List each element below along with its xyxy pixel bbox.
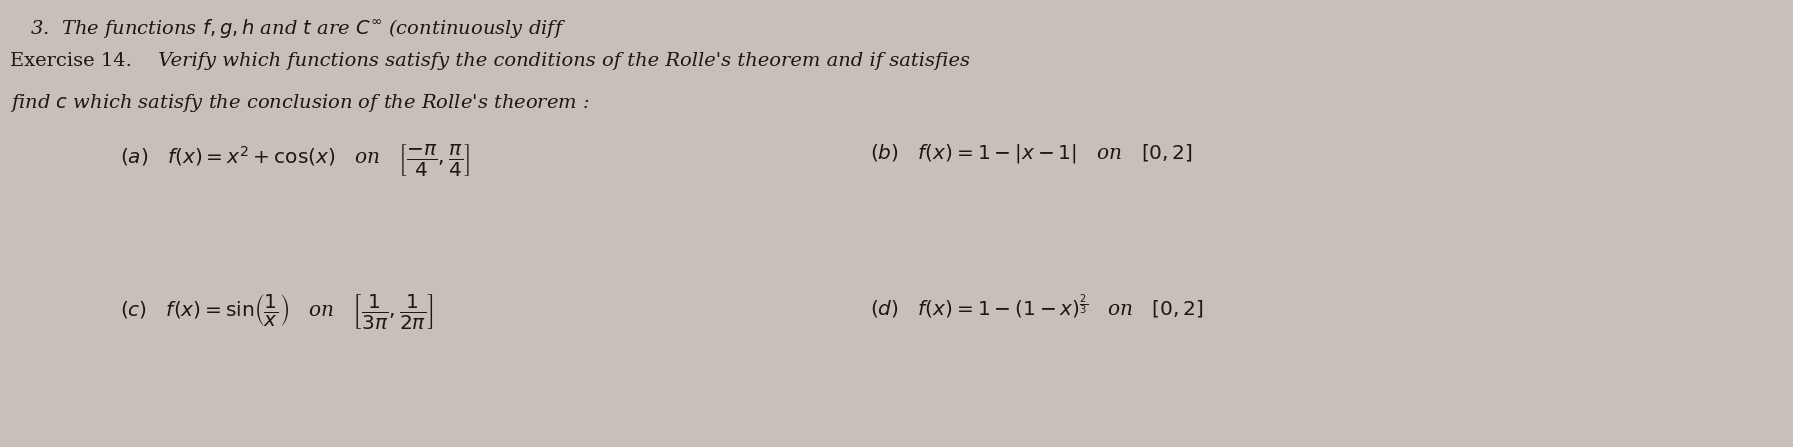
Text: $(b)$   $f(x) = 1 - |x - 1|$   on   $[0, 2]$: $(b)$ $f(x) = 1 - |x - 1|$ on $[0, 2]$ — [870, 142, 1192, 165]
Text: 3.  The functions $f, g, h$ and $t$ are $C^\infty$ (continuously diff: 3. The functions $f, g, h$ and $t$ are $… — [30, 17, 567, 40]
Text: $(c)$   $f(x) = \sin\!\left(\dfrac{1}{x}\right)$   on   $\left[\dfrac{1}{3\pi}, : $(c)$ $f(x) = \sin\!\left(\dfrac{1}{x}\r… — [120, 292, 434, 331]
Text: $(d)$   $f(x) = 1 - (1-x)^{\frac{2}{3}}$   on   $[0, 2]$: $(d)$ $f(x) = 1 - (1-x)^{\frac{2}{3}}$ o… — [870, 292, 1203, 320]
Text: $(a)$   $f(x) = x^2 + \cos(x)$   on   $\left[\dfrac{-\pi}{4}, \dfrac{\pi}{4}\rig: $(a)$ $f(x) = x^2 + \cos(x)$ on $\left[\… — [120, 142, 470, 178]
Text: find $c$ which satisfy the conclusion of the Rolle's theorem :: find $c$ which satisfy the conclusion of… — [11, 92, 590, 114]
Text: Exercise 14.: Exercise 14. — [11, 52, 133, 70]
Text: Verify which functions satisfy the conditions of the Rolle's theorem and if sati: Verify which functions satisfy the condi… — [152, 52, 970, 70]
